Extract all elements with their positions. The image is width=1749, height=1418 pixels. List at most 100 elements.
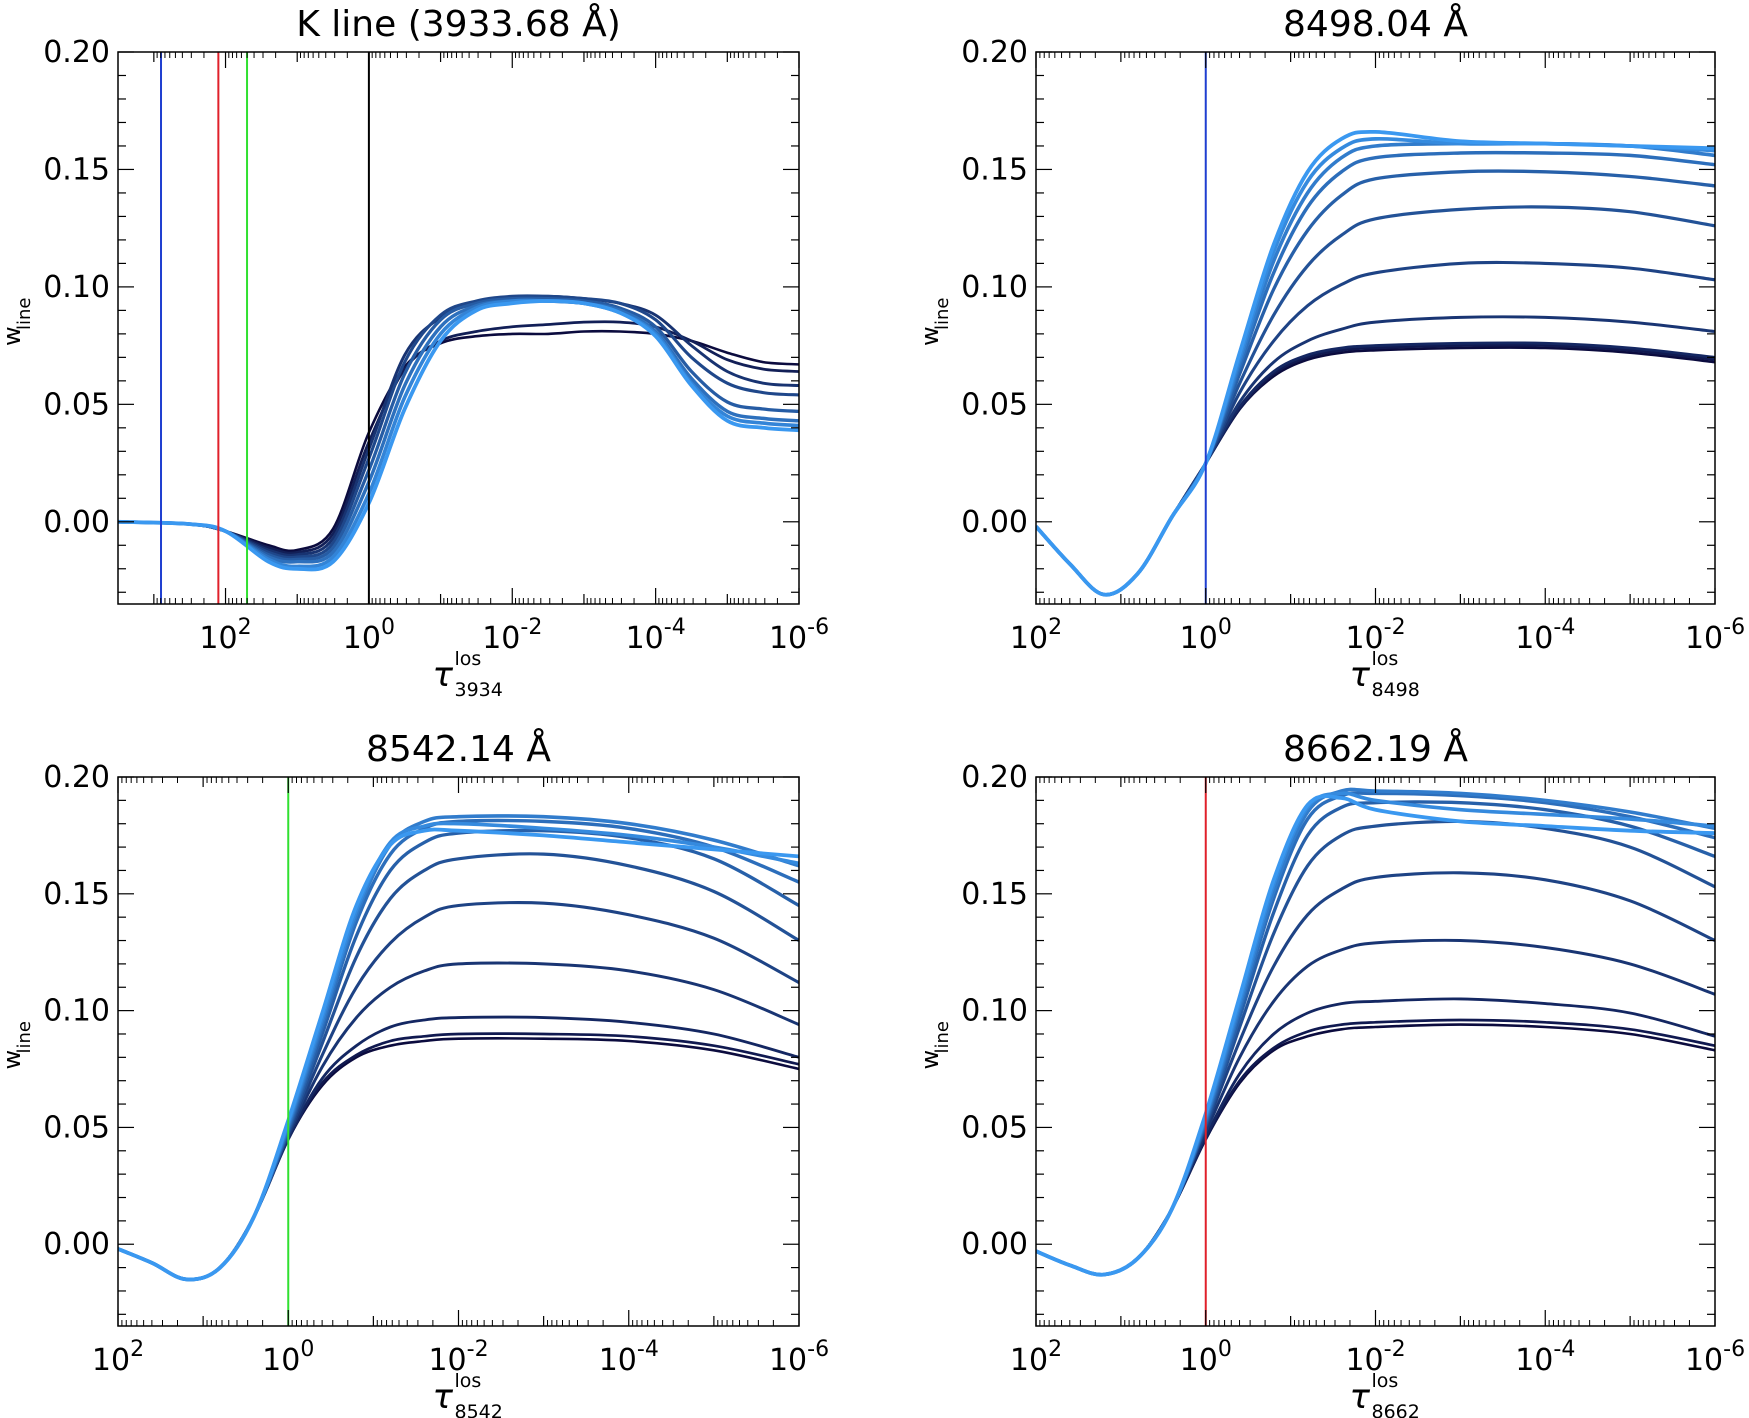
- x-axis-label: τ: [433, 1377, 454, 1417]
- series-line: [1036, 791, 1715, 1277]
- series-group: [118, 294, 799, 572]
- series-line: [1036, 341, 1715, 597]
- series-line: [118, 299, 799, 572]
- panel-4: 8662.19 Å 0.00 0.05 0.10 0.15 0.20 102 100 10-2 1…: [916, 727, 1745, 1418]
- series-line: [1036, 800, 1715, 1277]
- y-tick-label: 0.20: [43, 760, 110, 795]
- series-line: [1036, 169, 1715, 597]
- y-axis-label: w: [916, 1050, 944, 1070]
- series-line: [1036, 129, 1715, 597]
- x-axis-label: τ: [433, 655, 454, 695]
- y-axis-label-subscript: line: [14, 298, 35, 330]
- y-tick-label: 0.00: [43, 1227, 110, 1262]
- panel-title: 8662.19 Å: [1283, 727, 1468, 770]
- y-tick-label: 0.10: [43, 270, 110, 305]
- y-tick-label: 0.00: [43, 505, 110, 540]
- x-axis-label-subscript: 8498: [1372, 679, 1420, 701]
- y-tick-label: 0.00: [961, 505, 1028, 540]
- y-tick-label: 0.15: [43, 152, 110, 187]
- series-line: [118, 298, 799, 569]
- y-tick-label: 0.05: [961, 387, 1028, 422]
- series-line: [1036, 205, 1715, 597]
- series-line: [1036, 791, 1715, 1277]
- plot-frame: [1035, 51, 1716, 605]
- series-line: [1036, 136, 1715, 597]
- x-tick-label: 10-2: [428, 1337, 488, 1378]
- y-tick-label: 0.20: [961, 760, 1028, 795]
- panel-title: 8498.04 Å: [1283, 2, 1468, 45]
- y-tick-label: 0.05: [43, 1110, 110, 1145]
- series-line: [118, 329, 799, 553]
- x-axis-label-superscript: los: [455, 648, 482, 670]
- series-line: [118, 821, 799, 1282]
- series-line: [1036, 997, 1715, 1277]
- x-tick-label: 102: [1010, 615, 1062, 656]
- x-tick-label: 10-2: [482, 615, 542, 656]
- x-tick-label: 102: [199, 615, 251, 656]
- series-line: [118, 818, 799, 1282]
- series-line: [1036, 819, 1715, 1277]
- x-tick-label: 10-6: [769, 615, 829, 656]
- series-line: [1036, 871, 1715, 1277]
- x-tick-label: 10-4: [1515, 615, 1575, 656]
- series-line: [1036, 1018, 1715, 1277]
- x-tick-label: 100: [343, 615, 395, 656]
- x-tick-label: 102: [1010, 1337, 1062, 1378]
- x-axis-label-superscript: los: [455, 1370, 482, 1392]
- y-axis-label-subscript: line: [932, 298, 953, 330]
- panel-2: 8498.04 Å 0.00 0.05 0.10 0.15 0.20 102 100 10-2 1…: [916, 2, 1745, 701]
- x-tick-label: 10-2: [1345, 615, 1405, 656]
- x-tick-label: 100: [1180, 615, 1232, 656]
- x-tick-label: 10-2: [1345, 1337, 1405, 1378]
- y-axis-label: w: [0, 326, 26, 346]
- plot-frame: [117, 51, 800, 605]
- x-tick-label: 10-4: [626, 615, 686, 656]
- y-axis-label: w: [0, 1050, 26, 1070]
- x-axis-label: τ: [1350, 1377, 1371, 1417]
- y-axis-label-subscript: line: [14, 1021, 35, 1053]
- series-line: [118, 1037, 799, 1281]
- x-axis-label-subscript: 8662: [1372, 1401, 1420, 1418]
- y-tick-label: 0.05: [43, 387, 110, 422]
- x-axis-label-superscript: los: [1372, 648, 1399, 670]
- x-tick-label: 100: [262, 1337, 314, 1378]
- y-tick-label: 0.10: [961, 270, 1028, 305]
- x-axis-label-subscript: 3934: [455, 679, 503, 701]
- series-line: [1036, 938, 1715, 1277]
- x-axis-label: τ: [1350, 655, 1371, 695]
- series-line: [118, 828, 799, 1282]
- series-line: [118, 961, 799, 1281]
- y-axis-label-subscript: line: [932, 1021, 953, 1053]
- x-tick-label: 102: [92, 1337, 144, 1378]
- series-line: [1036, 343, 1715, 597]
- series-line: [1036, 260, 1715, 597]
- series-line: [118, 298, 799, 564]
- panel-title: 8542.14 Å: [366, 727, 551, 770]
- y-tick-label: 0.05: [961, 1110, 1028, 1145]
- y-tick-label: 0.00: [961, 1227, 1028, 1262]
- y-tick-label: 0.10: [961, 994, 1028, 1029]
- series-line: [1036, 1023, 1715, 1277]
- y-tick-label: 0.20: [961, 35, 1028, 70]
- x-tick-label: 10-6: [1685, 615, 1745, 656]
- panel-3: 8542.14 Å 0.00 0.05 0.10 0.15 0.20 102 100 10-2 1…: [0, 727, 829, 1418]
- series-line: [118, 852, 799, 1282]
- series-group: [1036, 129, 1715, 597]
- y-tick-label: 0.10: [43, 994, 110, 1029]
- series-line: [118, 901, 799, 1281]
- series-group: [118, 814, 799, 1282]
- panel-title: K line (3933.68 Å): [296, 2, 621, 45]
- x-tick-label: 100: [1180, 1337, 1232, 1378]
- series-line: [118, 294, 799, 560]
- x-tick-label: 10-6: [1685, 1337, 1745, 1378]
- series-line: [118, 1032, 799, 1281]
- series-group: [1036, 787, 1715, 1277]
- x-tick-label: 10-4: [1515, 1337, 1575, 1378]
- x-axis-label-subscript: 8542: [455, 1401, 503, 1418]
- series-line: [1036, 794, 1715, 1277]
- panel-1: K line (3933.68 Å) 0.00 0.05 0.10 0.15 0.20 10…: [0, 2, 829, 701]
